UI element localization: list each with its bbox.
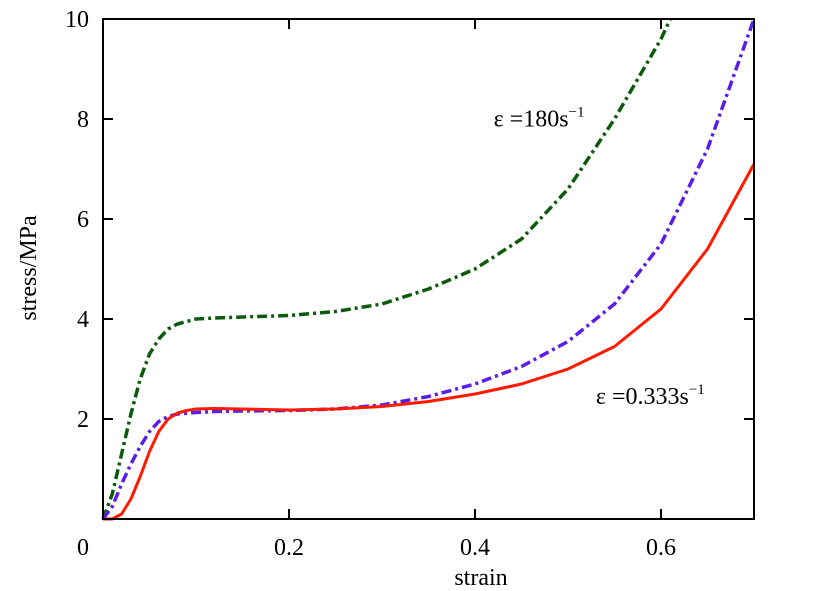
annotation-layer: ε =180s−1 ε =0.333s−1 xyxy=(494,105,705,411)
y-tick-label: 6 xyxy=(77,207,89,233)
annotation-label-1: ε =180s−1 xyxy=(494,105,585,133)
x-tick-label: 0.4 xyxy=(460,535,490,561)
series-line-1 xyxy=(101,18,672,520)
tick-layer: 0 0.2 0.4 0.6 2 4 6 8 10 xyxy=(65,7,754,561)
y-tick-label: 4 xyxy=(77,307,89,333)
annotation-label-2: ε =0.333s−1 xyxy=(596,382,705,410)
x-tick-label: 0 xyxy=(77,535,89,561)
x-axis-title: strain xyxy=(454,565,507,591)
plot-frame xyxy=(102,18,755,520)
y-axis-title: stress/MPa xyxy=(16,215,42,321)
series-layer xyxy=(101,18,756,521)
x-tick-label: 0.2 xyxy=(274,535,304,561)
series-line-2 xyxy=(101,18,756,521)
x-tick-label: 0.6 xyxy=(646,535,676,561)
series-line-3 xyxy=(103,163,756,521)
y-tick-label: 2 xyxy=(77,407,89,433)
y-tick-label: 8 xyxy=(77,107,89,133)
y-tick-label: 10 xyxy=(65,7,89,33)
